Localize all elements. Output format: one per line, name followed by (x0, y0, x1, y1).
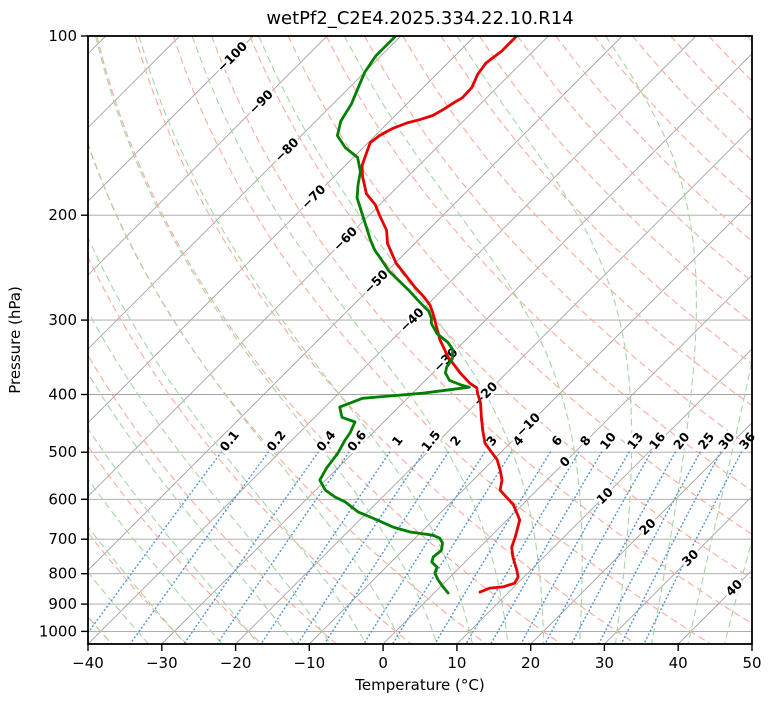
x-tick-label: −40 (72, 654, 104, 672)
moist-adiabat-line (88, 372, 296, 644)
isotherm-line (530, 422, 752, 644)
y-tick-label: 400 (48, 386, 77, 404)
mixing-ratio-line (129, 451, 269, 644)
y-tick-label: 600 (48, 490, 77, 508)
y-tick-label: 300 (48, 311, 77, 329)
mixing-ratio-line (434, 451, 551, 644)
moist-adiabat-line (456, 36, 633, 644)
mixing-ratio-line (260, 451, 391, 644)
x-tick-label: 30 (595, 654, 614, 672)
mixing-ratio-line (296, 451, 425, 644)
dry-adiabat-line (134, 36, 636, 644)
dry-adiabat-line (88, 354, 337, 644)
isotherm-line (88, 36, 549, 498)
isotherm-line (88, 36, 328, 276)
y-tick-label: 700 (48, 530, 77, 548)
x-tick-label: 0 (378, 654, 388, 672)
mixing-ratio-lines (88, 451, 743, 644)
dewpoint-curve (318, 36, 471, 595)
y-tick-label: 200 (48, 206, 77, 224)
mixing-ratio-line (597, 451, 701, 644)
moist-adiabat-line (88, 427, 259, 644)
dry-adiabat-line (96, 36, 561, 644)
mixing-ratio-line (544, 451, 652, 644)
dry-adiabat-line (364, 36, 752, 449)
mixing-ratio-line (570, 451, 677, 644)
axes-spines (87, 35, 753, 645)
moist-adiabat-line (94, 36, 438, 644)
mixing-ratio-line (620, 451, 722, 644)
moist-adiabat-line (88, 525, 186, 644)
isotherm-line (88, 36, 623, 571)
isotherm-line (604, 495, 752, 644)
moist-adiabat-line (605, 36, 697, 644)
x-tick-label: −20 (220, 654, 252, 672)
isotherm-line (456, 348, 752, 644)
mixing-ratio-line (323, 451, 450, 644)
y-tick-label: 100 (48, 27, 77, 45)
isotherm-line (88, 36, 476, 424)
isotherm-line (88, 36, 697, 644)
moist-adiabat-line (687, 358, 752, 644)
mixing-ratio-line (183, 451, 320, 644)
dry-adiabat-line (211, 36, 752, 625)
mixing-ratio-line (643, 451, 743, 644)
x-tick-label: −30 (146, 654, 178, 672)
dry-adiabat-line (172, 36, 711, 644)
chart-title: wetPf2_C2E4.2025.334.22.10.R14 (266, 8, 573, 29)
x-tick-label: 40 (669, 654, 688, 672)
x-axis-label: Temperature (°C) (354, 676, 484, 694)
x-tick-label: −10 (293, 654, 325, 672)
dry-adiabat-line (287, 36, 752, 535)
y-tick-label: 1000 (39, 622, 77, 640)
moist-adiabat-line (723, 538, 752, 644)
moist-adiabat-line (138, 36, 473, 644)
mixing-ratio-line (465, 451, 580, 644)
moist-adiabat-line (258, 36, 545, 644)
y-axis-ticks: 100 200 300 400 500 600 700 800 900 1000 (39, 27, 88, 640)
y-tick-label: 900 (48, 595, 77, 613)
dry-adiabat-line (88, 142, 486, 644)
mixing-ratio-line (391, 451, 513, 644)
isotherm-lines (88, 36, 752, 644)
isotherm-line (161, 53, 752, 644)
moist-adiabat-line (191, 36, 509, 644)
dry-adiabat-line (88, 445, 262, 644)
temperature-curve (360, 36, 522, 594)
moist-adiabat-line (88, 309, 331, 644)
y-tick-label: 800 (48, 565, 77, 583)
dry-adiabat-line (440, 36, 752, 365)
moist-adiabat-line (88, 141, 403, 644)
isotherm-line (308, 200, 752, 644)
mixing-ratio-line (216, 451, 350, 644)
dry-adiabat-line (325, 36, 752, 492)
mixing-ratio-line (88, 451, 223, 635)
dry-adiabat-line (88, 531, 187, 644)
y-axis-label: Pressure (hPa) (6, 286, 24, 394)
isotherm-line (88, 36, 254, 202)
x-tick-label: 10 (447, 654, 466, 672)
x-tick-label: 50 (742, 654, 761, 672)
x-axis-ticks: −40 −30 −20 −10 0 10 20 30 40 50 (72, 644, 762, 672)
dry-adiabat-line (88, 255, 412, 644)
mixing-ratio-line (362, 451, 486, 644)
x-tick-label: 20 (521, 654, 540, 672)
dry-adiabat-line (478, 36, 752, 324)
isotherm-line (382, 274, 752, 644)
y-tick-label: 500 (48, 443, 77, 461)
isotherm-line (235, 126, 752, 644)
